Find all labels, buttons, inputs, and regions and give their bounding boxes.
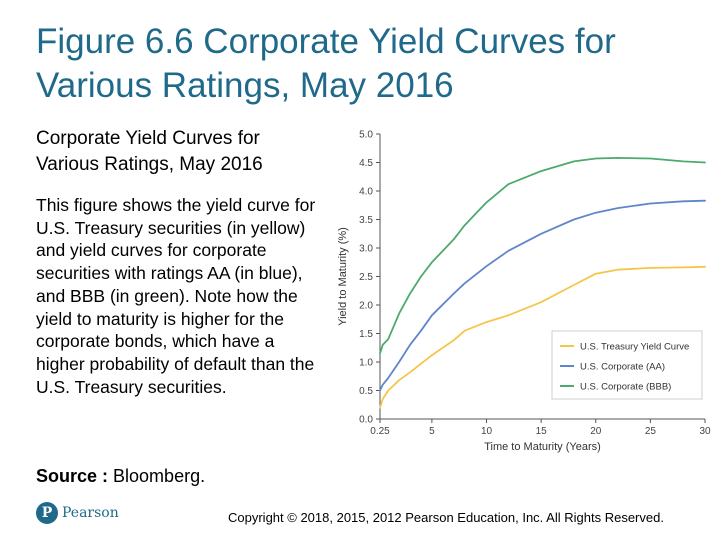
y-tick-label: 4.0 bbox=[359, 187, 373, 198]
legend-box bbox=[551, 330, 703, 400]
series-line-1 bbox=[379, 199, 706, 392]
y-tick-label: 0.5 bbox=[359, 386, 373, 397]
x-tick-label: 25 bbox=[645, 426, 657, 437]
pearson-logo: P Pearson bbox=[36, 502, 119, 524]
series-line-0 bbox=[379, 265, 706, 409]
x-axis-label: Time to Maturity (Years) bbox=[484, 441, 601, 453]
pearson-logo-text: Pearson bbox=[62, 505, 119, 521]
chart-description: This figure shows the yield curve for U.… bbox=[36, 195, 316, 397]
y-tick-label: 0.0 bbox=[359, 415, 373, 426]
y-tick-label: 3.5 bbox=[359, 215, 373, 226]
y-tick-label: 1.5 bbox=[359, 329, 373, 340]
source-value: Bloomberg. bbox=[108, 466, 206, 486]
pearson-logo-icon: P bbox=[36, 502, 58, 524]
x-tick-label: 30 bbox=[699, 426, 711, 437]
y-tick-label: 2.5 bbox=[359, 272, 373, 283]
x-tick-label: 0.25 bbox=[370, 426, 390, 437]
x-tick-label: 5 bbox=[429, 426, 435, 437]
x-tick-label: 20 bbox=[590, 426, 602, 437]
yield-curve-chart: 0.0 0.5 1.0 1.5 2.0 2.5 3.0 3.5 4.0 4.5 5.0 0.25 5 10… bbox=[337, 130, 711, 454]
legend-label-0: U.S. Treasury Yield Curve bbox=[580, 342, 689, 353]
x-tick-label: 15 bbox=[536, 426, 548, 437]
legend-label-1: U.S. Corporate (AA) bbox=[580, 362, 665, 373]
chart-caption-title: Corporate Yield Curves for Various Ratin… bbox=[36, 128, 263, 175]
legend-label-2: U.S. Corporate (BBB) bbox=[580, 382, 671, 393]
copyright-notice: Copyright © 2018, 2015, 2012 Pearson Edu… bbox=[228, 510, 664, 525]
y-tick-label: 2.0 bbox=[359, 301, 373, 312]
chart-legend: U.S. Treasury Yield Curve U.S. Corporate … bbox=[551, 330, 703, 400]
series-line-2 bbox=[379, 157, 706, 355]
chart-series bbox=[379, 157, 706, 409]
chart-axes: 0.0 0.5 1.0 1.5 2.0 2.5 3.0 3.5 4.0 4.5 5.0 0.25 5 10… bbox=[337, 130, 711, 454]
x-tick-label: 10 bbox=[481, 426, 493, 437]
y-tick-label: 5.0 bbox=[359, 130, 373, 141]
y-tick-label: 3.0 bbox=[359, 244, 373, 255]
source-label: Source : bbox=[36, 466, 109, 486]
slide-title: Figure 6.6 Corporate Yield Curves for Va… bbox=[36, 22, 616, 105]
y-tick-label: 4.5 bbox=[359, 158, 373, 169]
y-tick-label: 1.0 bbox=[359, 358, 373, 369]
source-note: Source : Bloomberg. bbox=[36, 466, 205, 487]
y-axis-label: Yield to Maturity (%) bbox=[337, 227, 349, 326]
